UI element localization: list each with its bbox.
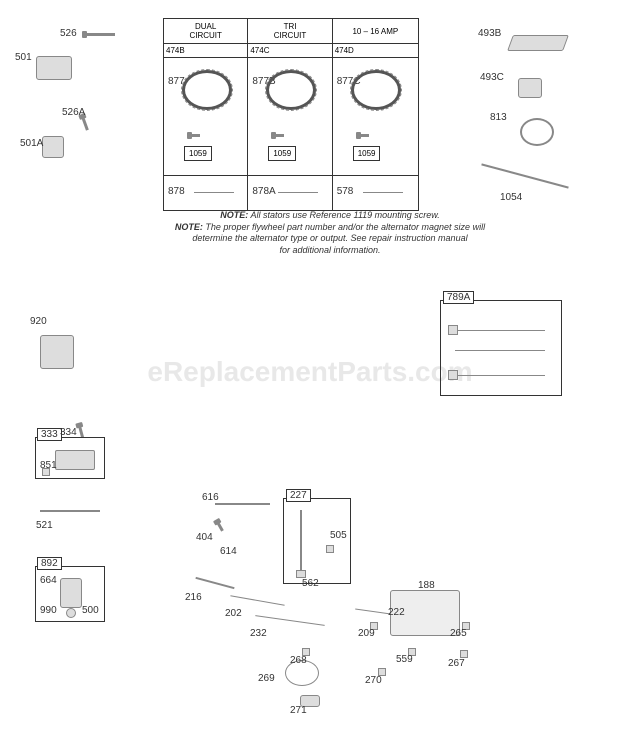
harness-wire — [363, 192, 403, 193]
clamp-813 — [520, 118, 554, 146]
spring-216 — [195, 577, 234, 589]
table-bottom-row: 878 878A 578 — [164, 176, 418, 210]
note-text-2: The proper flywheel part number and/or t… — [203, 222, 485, 232]
ref-label: 493C — [480, 72, 504, 83]
ref-label: 202 — [225, 608, 242, 619]
ref-label: 404 — [196, 532, 213, 543]
nut-267 — [460, 650, 468, 658]
ref-label: 501 — [15, 52, 32, 63]
bracket-493b — [507, 35, 569, 51]
ref-label: 232 — [250, 628, 267, 639]
ref-label: 209 — [358, 628, 375, 639]
table-subheader-cell: 474D — [333, 44, 418, 57]
ref-label: 526A — [62, 107, 85, 118]
clip-493c — [518, 78, 542, 98]
ref-label: 267 — [448, 658, 465, 669]
screw-icon — [190, 134, 200, 137]
note-bold-2: NOTE: — [175, 222, 203, 232]
bottom-ref-label: 578 — [337, 186, 354, 197]
box-ref-label: 227 — [286, 489, 311, 502]
table-subheader-cell: 474B — [164, 44, 248, 57]
box-ref-label: 333 — [37, 428, 62, 441]
watermark-text: eReplacementParts.com — [147, 356, 472, 388]
bottom-ref-label: 878A — [252, 186, 275, 197]
table-bottom-cell: 878 — [164, 176, 248, 210]
screw-icon — [81, 116, 89, 130]
screw-icon — [78, 425, 84, 437]
box-ref-label: 892 — [37, 557, 62, 570]
screw-icon — [274, 134, 284, 137]
note-bold-1: NOTE: — [220, 210, 248, 220]
table-ring-row: 8771059877B1059877C1059 — [164, 58, 418, 176]
table-header-cell: TRI CIRCUIT — [248, 19, 332, 43]
code-box: 1059 — [268, 146, 296, 161]
code-box: 1059 — [184, 146, 212, 161]
ref-label: 990 — [40, 605, 57, 616]
module-501 — [36, 56, 72, 80]
table-header-row: DUAL CIRCUITTRI CIRCUIT10 – 16 AMP — [164, 19, 418, 44]
ref-label: 614 — [220, 546, 237, 557]
ref-label: 664 — [40, 575, 57, 586]
callout-box — [35, 437, 105, 479]
rod-521 — [40, 510, 100, 512]
ref-label: 222 — [388, 607, 405, 618]
callout-box — [283, 498, 351, 584]
box-ref-label: 789A — [443, 291, 474, 304]
bottom-ref-label: 878 — [168, 186, 185, 197]
alternator-table: DUAL CIRCUITTRI CIRCUIT10 – 16 AMP 474B4… — [163, 18, 419, 211]
table-ring-cell: 877B1059 — [248, 58, 332, 176]
ref-label: 270 — [365, 675, 382, 686]
code-box: 1059 — [353, 146, 381, 161]
ref-label: 216 — [185, 592, 202, 603]
stator-ring-icon — [351, 70, 401, 110]
harness-wire — [278, 192, 318, 193]
ref-label: 500 — [82, 605, 99, 616]
ref-label: 813 — [490, 112, 507, 123]
ref-label: 493B — [478, 28, 501, 39]
ref-label: 521 — [36, 520, 53, 531]
ref-label: 1054 — [500, 192, 522, 203]
ref-label: 851 — [40, 460, 57, 471]
ref-label: 501A — [20, 138, 43, 149]
rod-232 — [255, 615, 324, 626]
ref-label: 188 — [418, 580, 435, 591]
ref-label: 271 — [290, 705, 307, 716]
note-block: NOTE: All stators use Reference 1119 mou… — [165, 210, 495, 257]
ref-label: 265 — [450, 628, 467, 639]
screw-icon — [359, 134, 369, 137]
table-ring-cell: 8771059 — [164, 58, 248, 176]
ref-label: 334 — [60, 427, 77, 438]
rod-616 — [215, 503, 270, 505]
ref-label: 616 — [202, 492, 219, 503]
ref-label: 920 — [30, 316, 47, 327]
table-subheader-row: 474B474C474D — [164, 44, 418, 58]
stator-ring-icon — [182, 70, 232, 110]
relay-920 — [40, 335, 74, 369]
ref-label: 269 — [258, 673, 275, 684]
screw-icon — [85, 33, 115, 36]
screw-404 — [216, 521, 224, 531]
rod-1054 — [481, 163, 568, 188]
ref-label: 505 — [330, 530, 347, 541]
table-ring-cell: 877C1059 — [333, 58, 418, 176]
table-bottom-cell: 878A — [248, 176, 332, 210]
ref-label: 562 — [302, 578, 319, 589]
callout-box — [440, 300, 562, 396]
ref-label: 559 — [396, 654, 413, 665]
module-501a — [42, 136, 64, 158]
table-header-cell: 10 – 16 AMP — [333, 19, 418, 43]
note-text-3: determine the alternator type or output.… — [165, 233, 495, 245]
table-bottom-cell: 578 — [333, 176, 418, 210]
harness-wire — [194, 192, 234, 193]
table-subheader-cell: 474C — [248, 44, 332, 57]
ref-label: 526 — [60, 28, 77, 39]
ref-label: 268 — [290, 655, 307, 666]
stator-ring-icon — [266, 70, 316, 110]
note-text-4: for additional information. — [165, 245, 495, 257]
rod-202 — [230, 595, 284, 606]
table-header-cell: DUAL CIRCUIT — [164, 19, 248, 43]
note-text-1: All stators use Reference 1119 mounting … — [248, 210, 439, 220]
